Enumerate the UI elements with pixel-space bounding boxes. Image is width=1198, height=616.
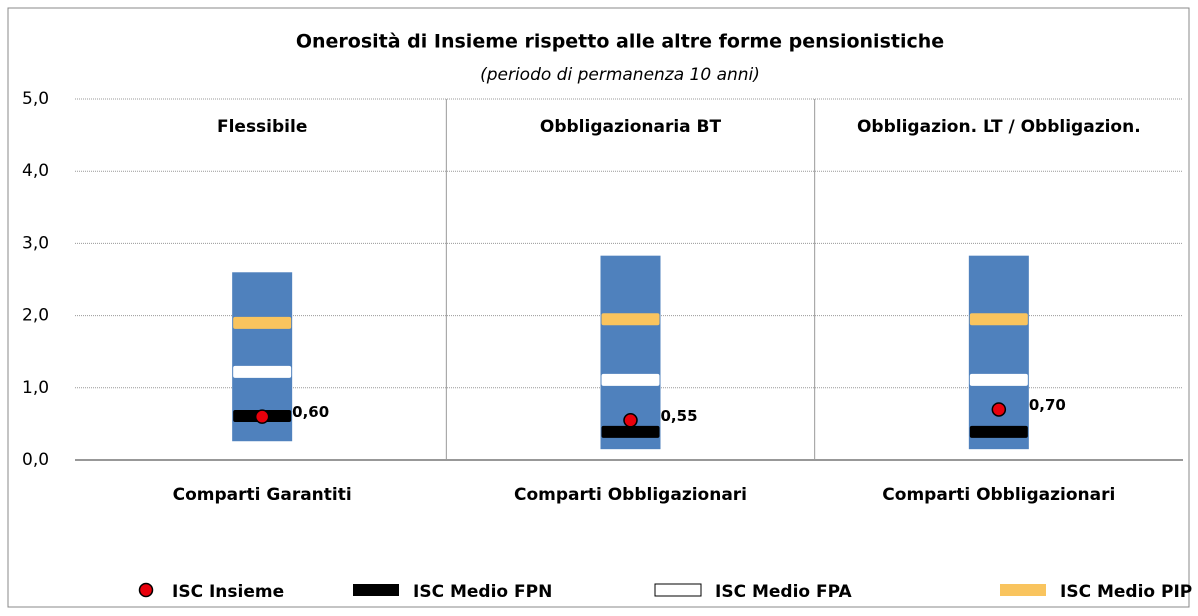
panel-title: Obbligazionaria BT [540, 117, 722, 137]
panel-title: Flessibile [217, 117, 307, 137]
legend-label: ISC Insieme [172, 582, 284, 602]
legend-marker [654, 583, 702, 597]
range-bar [968, 255, 1029, 450]
x-tick-label: Comparti Obbligazionari [514, 485, 747, 505]
legend-label: ISC Medio PIP [1060, 582, 1192, 602]
y-tick-label: 0,0 [22, 450, 49, 470]
legend-marker [138, 582, 154, 598]
marker-dash [233, 365, 292, 378]
marker-dash [233, 316, 292, 329]
data-label: 0,55 [661, 407, 698, 425]
x-tick-label: Comparti Garantiti [173, 485, 352, 505]
legend-marker [1000, 584, 1046, 596]
y-tick-label: 1,0 [22, 378, 49, 398]
y-tick-label: 4,0 [22, 161, 49, 181]
data-label: 0,60 [292, 403, 329, 421]
marker-dash [969, 313, 1028, 326]
y-tick-label: 2,0 [22, 306, 49, 326]
panel-title: Obbligazion. LT / Obbligazion. [857, 117, 1141, 137]
marker-dash [969, 373, 1028, 386]
y-tick-label: 3,0 [22, 233, 49, 253]
legend-label: ISC Medio FPN [413, 582, 552, 602]
marker-point [991, 402, 1007, 417]
marker-dash [601, 373, 660, 386]
marker-dash [601, 313, 660, 326]
marker-point [623, 413, 638, 428]
data-label: 0,70 [1029, 396, 1066, 414]
marker-dash [601, 425, 660, 438]
marker-dash [969, 425, 1028, 438]
chart-title: Onerosità di Insieme rispetto alle altre… [296, 31, 944, 53]
marker-point [254, 409, 270, 424]
legend-marker [353, 584, 399, 596]
x-tick-label: Comparti Obbligazionari [882, 485, 1115, 505]
chart-subtitle: (periodo di permanenza 10 anni) [480, 65, 760, 85]
legend-label: ISC Medio FPA [715, 582, 853, 602]
y-tick-label: 5,0 [22, 89, 49, 109]
